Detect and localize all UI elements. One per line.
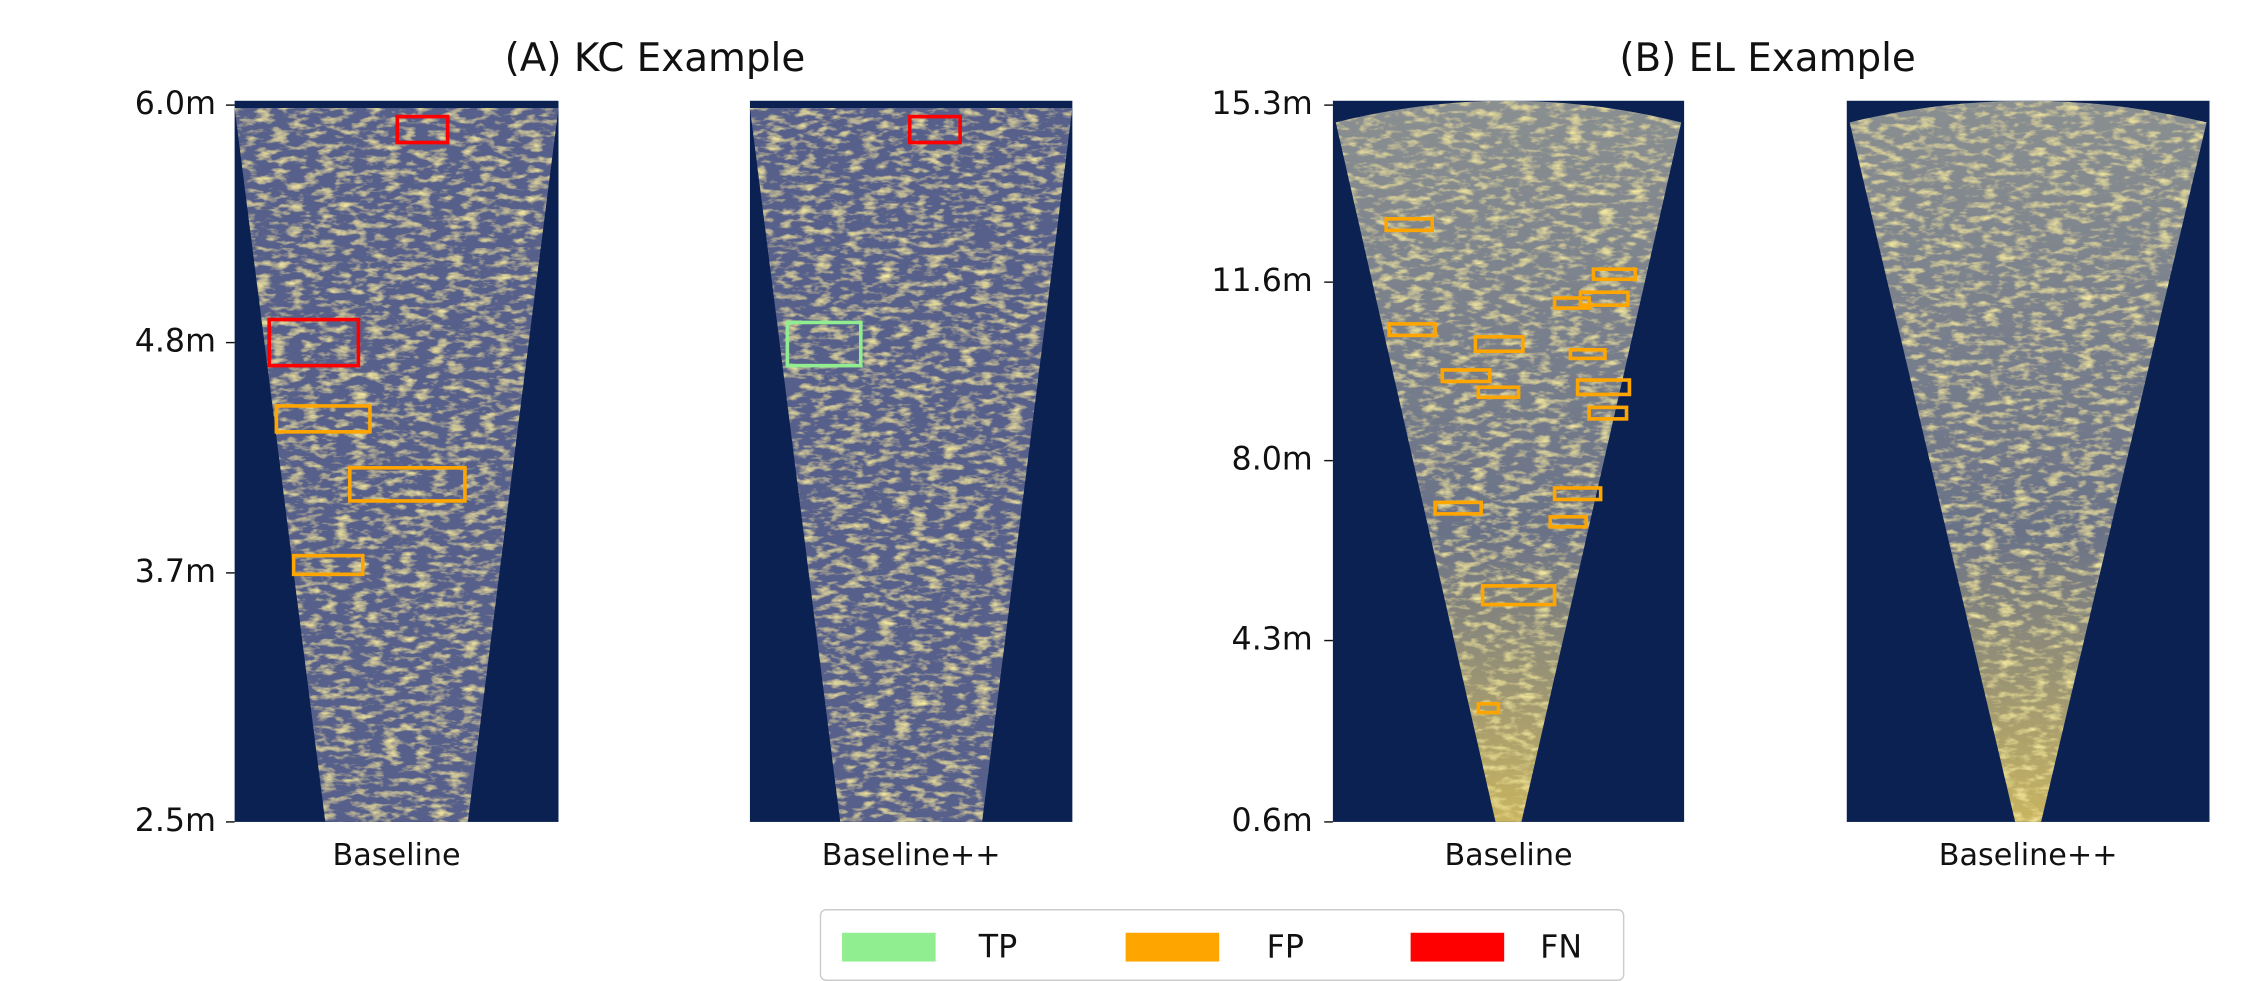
figure: (A) KC Example Baseline Baseline++ 6.0m 4.8m…: [0, 0, 2257, 981]
y-tick-label: 11.6m: [1211, 263, 1312, 299]
legend-label: TP: [978, 930, 1017, 966]
y-tick-label: 8.0m: [1232, 442, 1313, 478]
legend-swatch: [1126, 933, 1220, 962]
image-label: Baseline: [332, 838, 460, 873]
legend-label: FP: [1267, 930, 1304, 966]
legend-swatch: [1411, 933, 1505, 962]
y-tick-label: 6.0m: [135, 86, 216, 122]
y-tick-label: 4.3m: [1232, 622, 1313, 658]
y-tick-label: 15.3m: [1211, 86, 1312, 122]
y-tick-label: 3.7m: [135, 554, 216, 590]
panel-title: (B) EL Example: [1619, 36, 1915, 81]
legend-label: FN: [1540, 930, 1582, 966]
y-tick-label: 0.6m: [1232, 803, 1313, 839]
image-label: Baseline++: [1939, 838, 2118, 873]
image-label: Baseline++: [822, 838, 1001, 873]
legend-swatch: [842, 933, 936, 962]
y-tick-label: 4.8m: [135, 324, 216, 360]
image-label: Baseline: [1444, 838, 1572, 873]
y-tick-label: 2.5m: [135, 803, 216, 839]
panel-title: (A) KC Example: [505, 36, 806, 81]
